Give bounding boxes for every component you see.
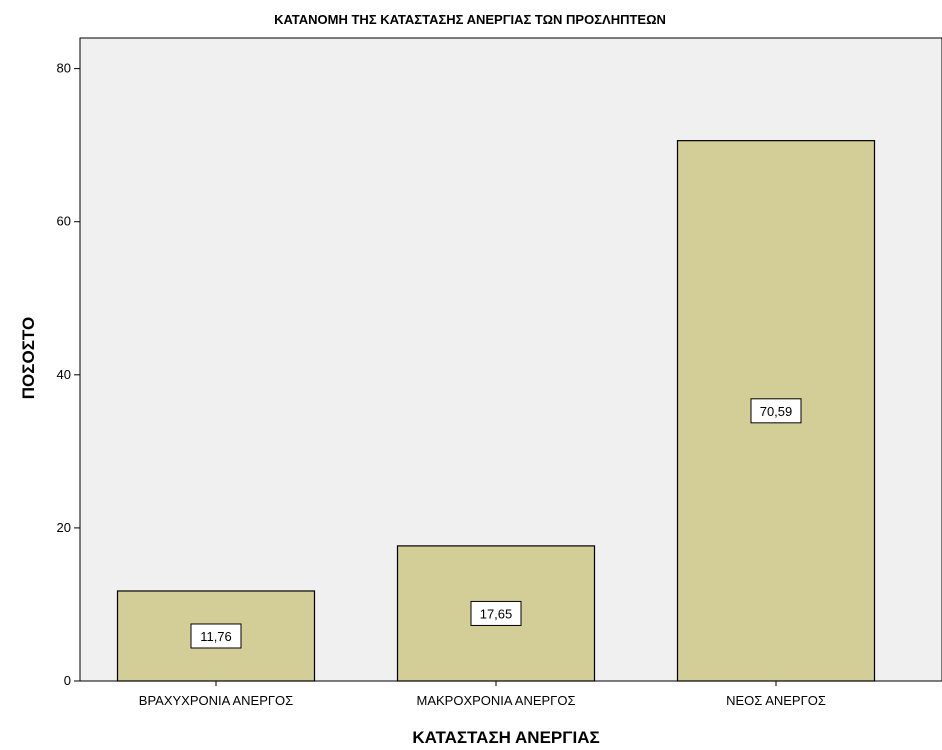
y-axis-label: ΠΟΣΟΣΤΟ [19,317,38,399]
y-tick-label: 20 [57,520,71,535]
data-label: 70,59 [760,404,793,419]
y-tick-label: 0 [64,673,71,688]
chart-title: ΚΑΤΑΝΟΜΗ ΤΗΣ ΚΑΤΑΣΤΑΣΗΣ ΑΝΕΡΓΙΑΣ ΤΩΝ ΠΡΟ… [274,12,666,27]
x-axis: ΒΡΑΧΥΧΡΟΝΙΑ ΑΝΕΡΓΟΣ ΜΑΚΡΟΧΡΟΝΙΑ ΑΝΕΡΓΟΣ ΝΕ… [80,680,942,708]
data-label: 11,76 [200,629,232,644]
x-tick-label: ΜΑΚΡΟΧΡΟΝΙΑ ΑΝΕΡΓΟΣ [417,693,576,708]
y-tick-label: 60 [57,214,71,229]
data-label-box [470,600,522,626]
y-tick-label: 80 [57,61,71,76]
x-axis-label: ΚΑΤΑΣΤΑΣΗ ΑΝΕΡΓΙΑΣ [412,728,599,747]
data-label-box [190,623,242,649]
x-tick-label: ΒΡΑΧΥΧΡΟΝΙΑ ΑΝΕΡΓΟΣ [139,693,293,708]
y-tick-label: 40 [57,367,71,382]
data-label-box [750,398,802,424]
bars-group: 11,76 17,65 70,59 [116,140,876,682]
x-tick-label: ΝΕΟΣ ΑΝΕΡΓΟΣ [726,693,826,708]
y-axis: 0 20 40 60 80 [57,38,81,688]
data-label: 17,65 [480,606,513,621]
